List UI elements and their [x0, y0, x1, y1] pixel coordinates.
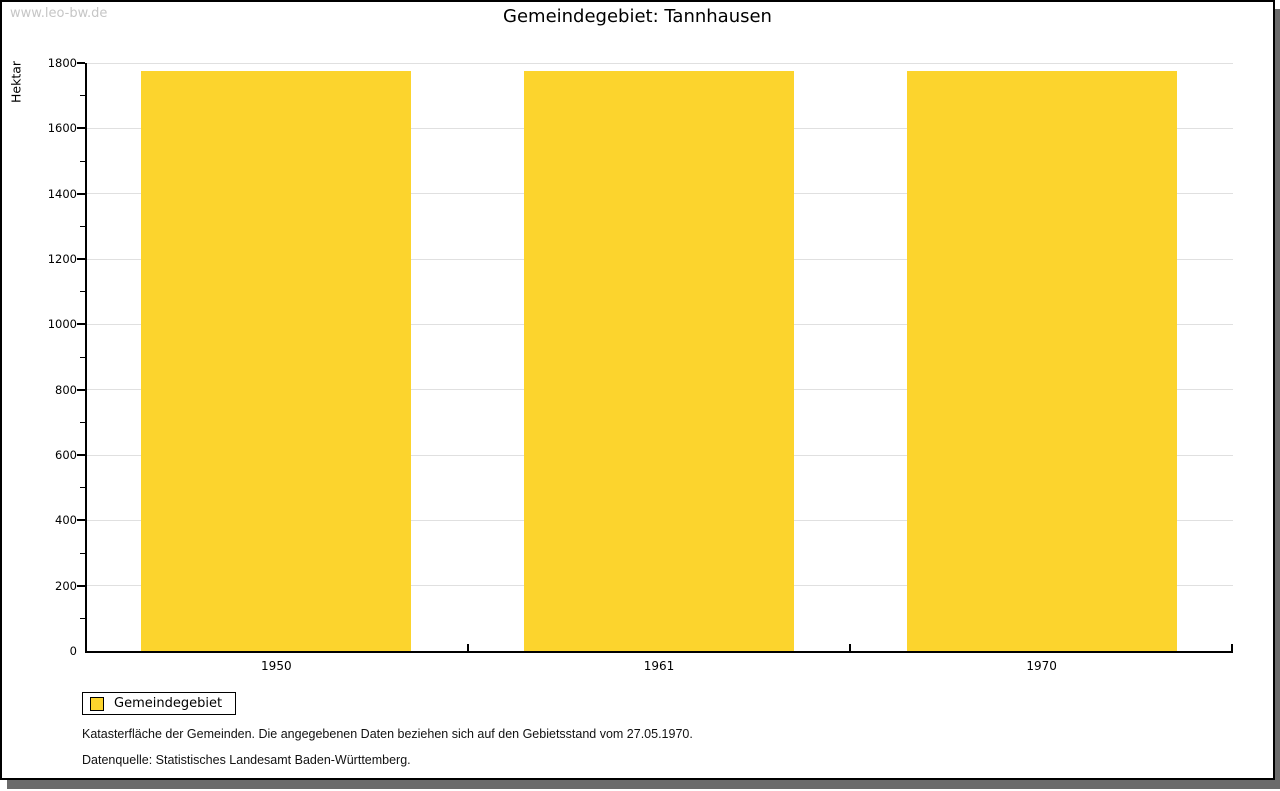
y-tick-label: 1200 — [47, 252, 77, 266]
y-tick-label: 0 — [69, 644, 77, 658]
y-tick-label: 400 — [55, 513, 77, 528]
x-tick-label: 1950 — [261, 659, 292, 673]
y-tick-minor — [80, 421, 85, 423]
bar-1961 — [524, 71, 794, 651]
y-tick-minor — [80, 617, 85, 619]
y-axis-line — [85, 63, 87, 653]
y-tick-minor — [80, 356, 85, 358]
bar-1950 — [141, 71, 412, 651]
y-tick-label: 800 — [55, 382, 77, 397]
y-tick-major — [77, 454, 85, 456]
y-tick-major — [77, 258, 85, 260]
x-axis-end-tick — [1231, 644, 1233, 651]
x-axis-line — [85, 651, 1233, 653]
x-boundary-tick — [466, 644, 469, 651]
legend: Gemeindegebiet — [82, 692, 237, 715]
x-tick-label: 1970 — [1026, 659, 1057, 673]
gridline — [87, 62, 1233, 64]
watermark-link[interactable]: www.leo-bw.de — [10, 6, 108, 21]
bar-1970 — [906, 71, 1177, 651]
y-tick-label: 1600 — [47, 121, 77, 136]
footnote-description: Katasterfläche der Gemeinden. Die angege… — [82, 727, 693, 741]
y-tick-minor — [80, 225, 85, 227]
y-tick-minor — [80, 487, 85, 489]
y-tick-major — [77, 323, 85, 326]
y-tick-label: 600 — [55, 448, 77, 462]
x-tick-label: 1961 — [643, 659, 675, 673]
y-tick-minor — [80, 552, 85, 554]
legend-label: Gemeindegebiet — [114, 696, 223, 711]
y-tick-minor — [80, 95, 85, 97]
y-tick-minor — [80, 160, 85, 162]
y-tick-label: 1800 — [47, 56, 77, 70]
legend-color-swatch — [90, 696, 104, 711]
plot-area: 0 200 400 600 800 1000 1200 1400 1600 1800 1950 196… — [48, 56, 1233, 673]
x-boundary-tick — [849, 644, 852, 651]
footnote-data-source: Datenquelle: Statistisches Landesamt Bad… — [82, 753, 411, 767]
y-tick-label: 1400 — [47, 186, 77, 201]
y-tick-minor — [80, 291, 85, 293]
y-tick-major — [77, 519, 85, 522]
y-tick-label: 200 — [55, 578, 77, 593]
y-tick-major — [77, 62, 85, 64]
y-tick-label: 1000 — [47, 317, 77, 332]
chart-title: Gemeindegebiet: Tannhausen — [503, 6, 772, 27]
y-tick-major — [77, 388, 85, 391]
y-tick-major — [77, 192, 85, 195]
y-tick-major — [77, 127, 85, 130]
y-tick-major — [77, 584, 85, 587]
